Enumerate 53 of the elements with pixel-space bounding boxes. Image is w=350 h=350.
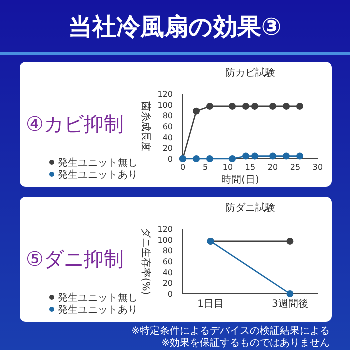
point <box>283 152 290 160</box>
point <box>242 102 250 110</box>
point <box>283 102 290 110</box>
y-tick-label: 80 <box>162 246 173 256</box>
y-tick-label: 60 <box>162 122 173 132</box>
y-tick-label: 100 <box>158 100 173 110</box>
point <box>270 102 276 110</box>
text: ④カビ抑制 <box>26 112 124 136</box>
legend-label: 発生ユニットあり <box>58 169 138 181</box>
x-tick-label: 5 <box>202 163 208 172</box>
text: 当社冷風扇の効果③ <box>68 13 282 41</box>
x-tick-label: 20 <box>268 163 278 172</box>
y-tick-label: 0 <box>168 290 173 299</box>
point <box>296 102 304 110</box>
point <box>229 156 236 162</box>
y-tick-label: 40 <box>162 133 173 142</box>
y-tick-label: 20 <box>162 279 173 288</box>
point <box>229 102 236 110</box>
y-axis-title: 菌糸成長度 <box>140 102 152 152</box>
point <box>242 152 250 160</box>
point <box>206 102 214 110</box>
x-tick-label: 25 <box>290 163 301 172</box>
x-tick-label: 30 <box>312 163 324 172</box>
text: ※効果を保証するものではありません <box>162 337 330 349</box>
point <box>252 152 258 160</box>
chart-title: 防ダニ試験 <box>226 202 276 214</box>
x-axis-title: 時間(日) <box>222 174 260 186</box>
point <box>206 156 214 162</box>
x-tick-label: 1日目 <box>198 299 224 310</box>
point <box>193 156 200 162</box>
y-tick-label: 120 <box>158 90 173 99</box>
y-tick-label: 0 <box>168 155 173 164</box>
x-tick-label: 15 <box>245 163 256 172</box>
legend-label: 発生ユニット無し <box>58 157 138 169</box>
y-tick-label: 20 <box>162 144 173 154</box>
text: ※特定条件によるデバイスの検証結果による <box>132 325 330 337</box>
point <box>296 152 304 160</box>
x-tick-label: 3週間後 <box>272 298 308 310</box>
y-axis-title: ダニ生存率(%) <box>140 228 152 296</box>
y-tick-label: 60 <box>162 258 173 266</box>
x-tick-label: 0 <box>180 163 186 172</box>
text: ⑤ダニ抑制 <box>26 247 124 271</box>
y-tick-label: 80 <box>162 112 173 121</box>
y-tick-label: 40 <box>162 268 173 278</box>
legend-label: 発生ユニットあり <box>58 304 138 316</box>
legend-label: 発生ユニット無し <box>58 292 138 304</box>
point <box>193 108 200 115</box>
point <box>252 102 258 110</box>
y-tick-label: 100 <box>158 236 173 245</box>
point <box>270 152 276 160</box>
y-tick-label: 120 <box>158 225 173 234</box>
chart-title: 防カビ試験 <box>226 67 276 79</box>
x-tick-label: 10 <box>222 163 234 172</box>
